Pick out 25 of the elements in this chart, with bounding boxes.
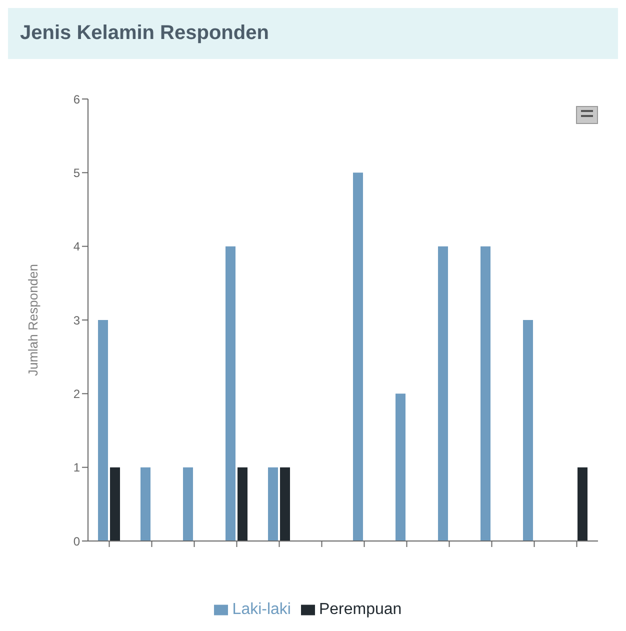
bar [140, 467, 150, 541]
y-tick-label: 5 [73, 166, 80, 180]
bar [523, 320, 533, 541]
y-tick-label: 2 [73, 386, 80, 401]
legend-label: Laki-laki [232, 601, 291, 618]
y-tick-label: 0 [73, 534, 80, 548]
bar [480, 246, 490, 541]
y-axis-title: Jumlah Responden [26, 264, 41, 376]
bar [578, 467, 588, 541]
y-tick-label: 3 [73, 313, 80, 328]
bar [183, 467, 193, 541]
y-tick-label: 6 [73, 92, 80, 106]
bar [268, 467, 278, 541]
bar [98, 320, 108, 541]
legend-label: Perempuan [318, 601, 402, 618]
chart-title: Jenis Kelamin Responden [8, 8, 618, 59]
bar [353, 172, 363, 541]
bar [438, 246, 448, 541]
y-tick-label: 4 [73, 240, 80, 254]
bar [110, 467, 120, 541]
bar [396, 394, 406, 541]
bar [226, 246, 236, 541]
bar [238, 467, 248, 541]
bar [280, 467, 290, 541]
y-tick-label: 1 [73, 460, 80, 475]
